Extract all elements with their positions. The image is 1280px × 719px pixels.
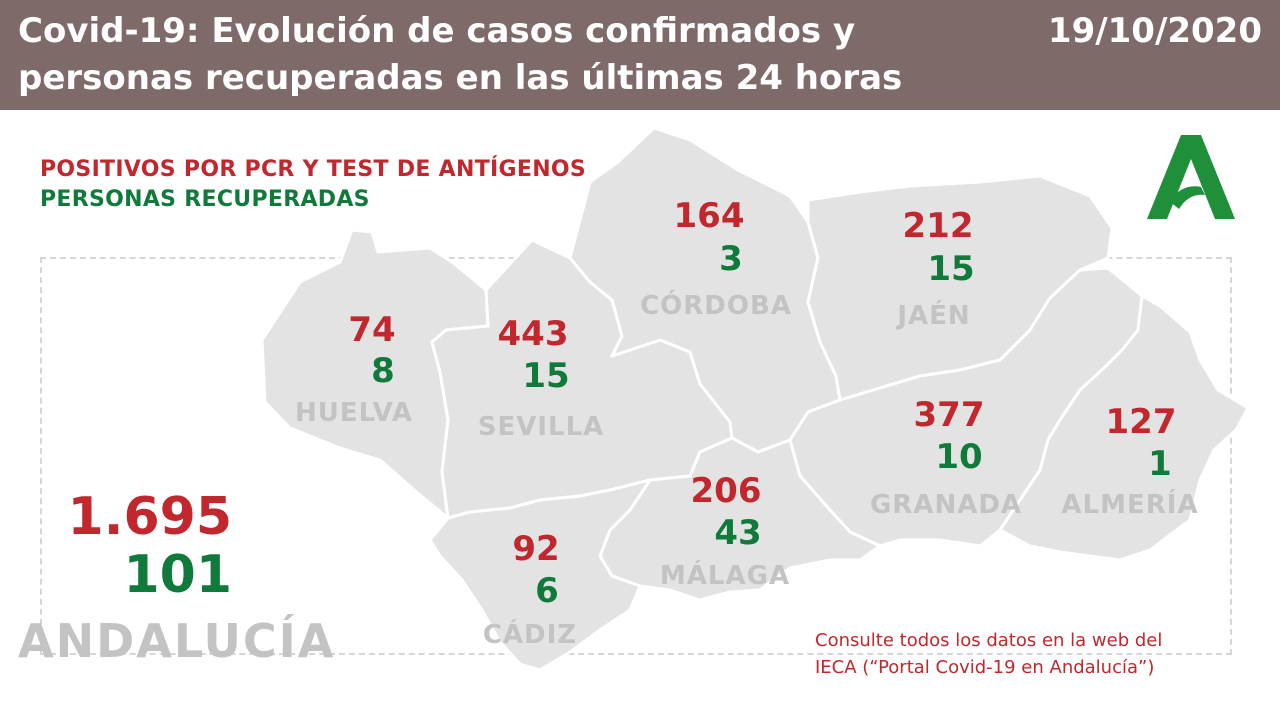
total-positives: 1.695 (67, 487, 232, 547)
cadiz-positives: 92 (512, 529, 560, 569)
footnote-line-2: IECA (“Portal Covid-19 en Andalucía”) (815, 657, 1155, 678)
huelva-recovered: 8 (371, 351, 395, 391)
header-bar: Covid-19: Evolución de casos confirmados… (0, 0, 1280, 110)
sevilla-positives: 443 (497, 314, 569, 354)
malaga-label: MÁLAGA (659, 561, 791, 591)
page-title: Covid-19: Evolución de casos confirmados… (18, 8, 998, 102)
almeria-recovered: 1 (1148, 444, 1172, 484)
granada-recovered: 10 (935, 437, 983, 477)
cadiz-label: CÁDIZ (482, 620, 578, 650)
cadiz-recovered: 6 (535, 571, 559, 611)
huelva-label: HUELVA (294, 398, 414, 428)
junta-de-andalucia-logo-icon (1147, 135, 1235, 219)
province-shape-almeria (998, 294, 1250, 562)
region-label: ANDALUCÍA (18, 614, 336, 668)
cordoba-positives: 164 (673, 196, 745, 236)
cordoba-label: CÓRDOBA (640, 291, 792, 321)
report-date: 19/10/2020 (1047, 11, 1262, 51)
sevilla-recovered: 15 (522, 356, 570, 396)
sevilla-label: SEVILLA (477, 412, 605, 442)
almeria-label: ALMERÍA (1061, 490, 1199, 520)
title-line-1: Covid-19: Evolución de casos confirmados… (18, 11, 856, 51)
cordoba-recovered: 3 (719, 239, 743, 279)
jaen-label: JAÉN (897, 301, 971, 331)
huelva-positives: 74 (348, 310, 396, 350)
footnote: Consulte todos los datos en la web del I… (815, 627, 1245, 681)
granada-positives: 377 (913, 395, 985, 435)
almeria-positives: 127 (1105, 402, 1177, 442)
province-shape-cadiz (428, 478, 652, 672)
granada-label: GRANADA (869, 490, 1023, 520)
jaen-recovered: 15 (927, 249, 975, 289)
malaga-positives: 206 (690, 471, 762, 511)
footnote-line-1: Consulte todos los datos en la web del (815, 630, 1163, 651)
total-recovered: 101 (123, 545, 232, 605)
legend-positives: POSITIVOS POR PCR Y TEST DE ANTÍGENOS (40, 157, 587, 182)
title-line-2: personas recuperadas en las últimas 24 h… (18, 58, 903, 98)
legend-recovered: PERSONAS RECUPERADAS (40, 187, 370, 212)
malaga-recovered: 43 (714, 513, 762, 553)
jaen-positives: 212 (902, 206, 974, 246)
